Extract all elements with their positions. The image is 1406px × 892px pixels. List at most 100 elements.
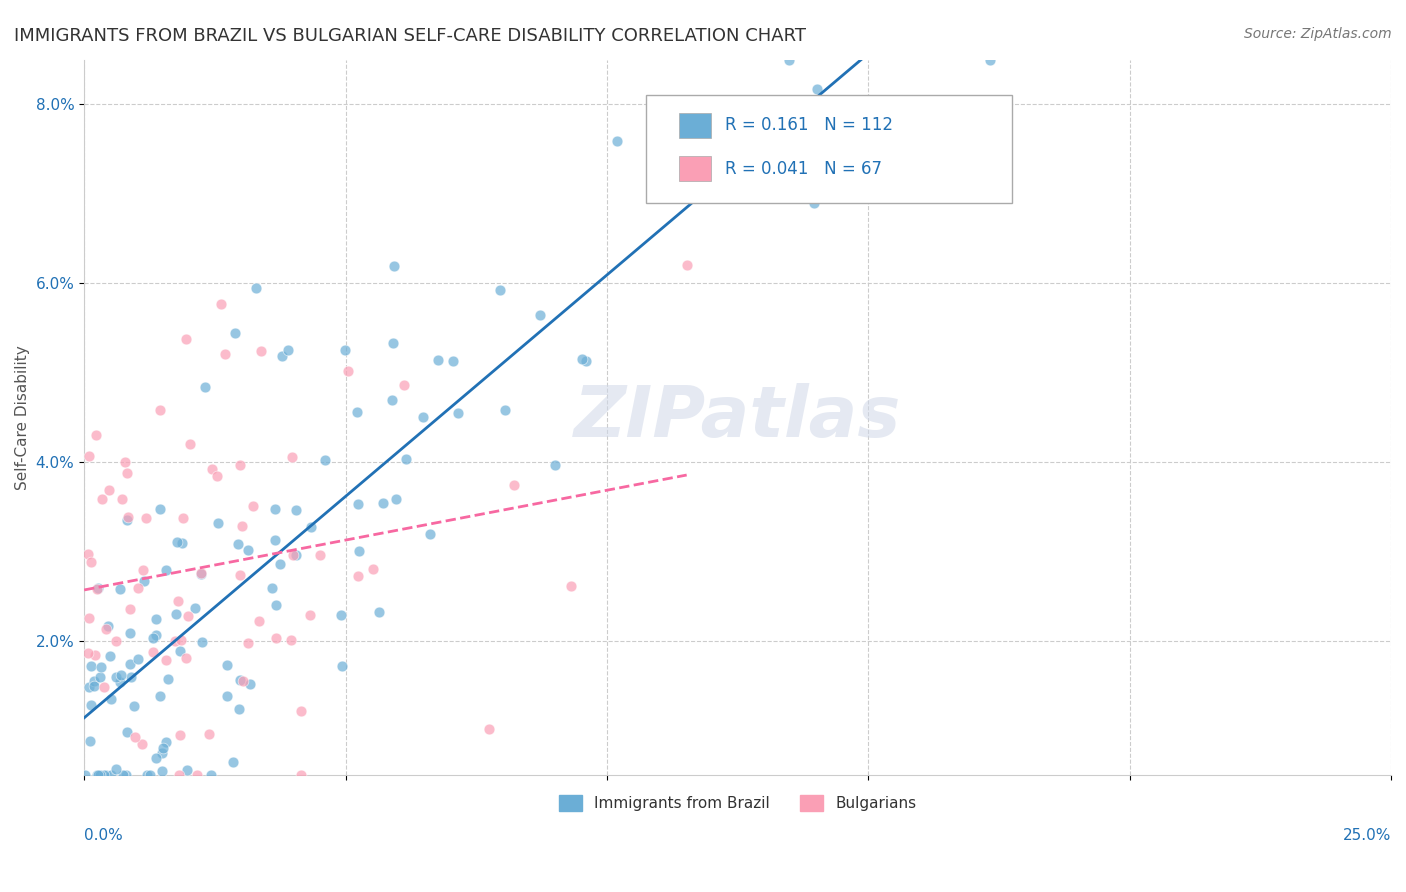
Point [346, 497, 368, 511]
Point [155, 563, 177, 577]
Point [75, 768, 97, 782]
Point [659, 143, 682, 157]
Point [560, 579, 582, 593]
Point [191, 634, 214, 648]
Point [373, 496, 395, 510]
Point [200, 461, 222, 475]
Point [139, 768, 162, 782]
Point [264, 631, 287, 645]
Point [675, 258, 697, 272]
Point [290, 768, 312, 782]
Point [98, 649, 121, 664]
FancyBboxPatch shape [679, 113, 711, 138]
Point [264, 502, 287, 516]
Y-axis label: Self-Care Disability: Self-Care Disability [15, 345, 30, 490]
Point [575, 354, 598, 368]
Point [87, 768, 110, 782]
Point [127, 651, 149, 665]
Point [86, 768, 108, 782]
Point [145, 612, 167, 626]
Point [215, 690, 238, 704]
Point [226, 537, 249, 551]
Point [115, 466, 138, 480]
Point [89, 768, 111, 782]
Point [115, 768, 138, 782]
Point [149, 689, 172, 703]
Point [281, 450, 304, 464]
Point [120, 625, 142, 640]
Point [205, 469, 228, 483]
Point [283, 548, 305, 562]
Point [77, 680, 100, 694]
Point [100, 691, 122, 706]
Point [266, 599, 288, 613]
Point [778, 53, 800, 67]
Point [111, 491, 134, 506]
Point [200, 768, 222, 782]
Point [280, 633, 302, 648]
Point [76, 646, 98, 660]
Point [330, 659, 353, 673]
Point [94, 768, 117, 782]
Point [118, 601, 141, 615]
Point [695, 120, 717, 135]
Point [83, 674, 105, 689]
Legend: Immigrants from Brazil, Bulgarians: Immigrants from Brazil, Bulgarians [553, 789, 922, 817]
Point [419, 527, 441, 541]
Point [166, 594, 188, 608]
Point [176, 332, 198, 346]
Point [104, 670, 127, 684]
Point [77, 610, 100, 624]
Point [98, 483, 121, 498]
Point [87, 581, 110, 595]
Point [152, 740, 174, 755]
Point [112, 768, 135, 782]
Point [299, 520, 322, 534]
Point [77, 547, 100, 561]
FancyBboxPatch shape [647, 95, 1012, 202]
Point [441, 354, 464, 368]
Point [277, 343, 299, 357]
Point [806, 82, 828, 96]
Point [80, 658, 103, 673]
Point [489, 283, 512, 297]
Point [142, 645, 165, 659]
Point [382, 260, 405, 274]
Point [544, 458, 567, 472]
Point [242, 500, 264, 514]
Point [149, 402, 172, 417]
Point [174, 650, 197, 665]
Point [346, 405, 368, 419]
Point [249, 344, 271, 359]
Text: R = 0.161   N = 112: R = 0.161 N = 112 [724, 116, 893, 135]
FancyBboxPatch shape [679, 156, 711, 181]
Point [214, 347, 236, 361]
Point [100, 768, 122, 782]
Point [149, 501, 172, 516]
Point [115, 725, 138, 739]
Point [165, 634, 187, 648]
Point [285, 503, 308, 517]
Text: 25.0%: 25.0% [1343, 829, 1391, 844]
Point [426, 352, 449, 367]
Point [83, 648, 105, 662]
Point [263, 533, 285, 548]
Point [118, 657, 141, 672]
Point [247, 614, 270, 628]
Point [170, 632, 193, 647]
Point [367, 605, 389, 619]
Point [80, 556, 103, 570]
Point [194, 380, 217, 394]
Point [90, 660, 112, 674]
Point [89, 670, 111, 684]
Point [309, 548, 332, 562]
Point [155, 734, 177, 748]
Point [155, 653, 177, 667]
Point [529, 309, 551, 323]
Point [90, 492, 112, 507]
Point [135, 510, 157, 524]
Point [97, 618, 120, 632]
Point [135, 768, 157, 782]
Point [172, 535, 194, 549]
Point [236, 636, 259, 650]
